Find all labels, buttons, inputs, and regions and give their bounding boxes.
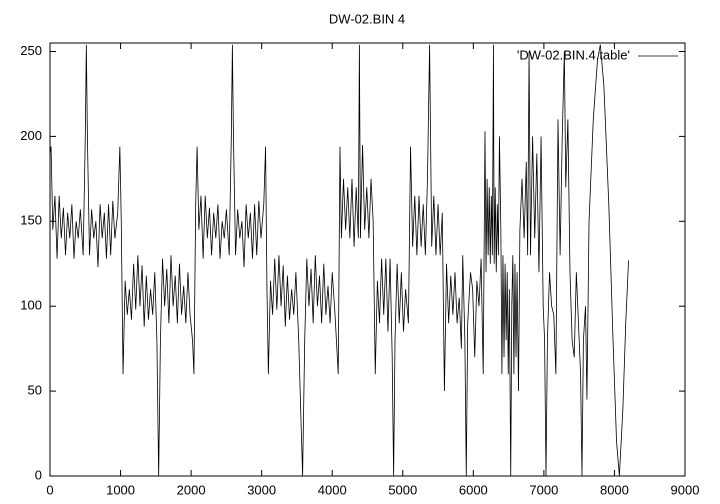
y-tick-label: 150 — [20, 213, 42, 228]
x-tick-label: 5000 — [388, 482, 417, 497]
chart-title: DW-02.BIN 4 — [329, 11, 405, 26]
plot-frame — [49, 42, 686, 477]
x-tick-label: 2000 — [177, 482, 206, 497]
data-line — [49, 44, 629, 477]
x-tick-label: 4000 — [318, 482, 347, 497]
y-tick-label: 50 — [28, 383, 42, 398]
x-tick-label: 6000 — [459, 482, 488, 497]
legend-label: 'DW-02.BIN.4.table' — [517, 47, 630, 62]
x-tick-label: 9000 — [671, 482, 700, 497]
y-tick-label: 250 — [20, 43, 42, 58]
x-tick-label: 8000 — [600, 482, 629, 497]
x-tick-label: 3000 — [247, 482, 276, 497]
x-tick-label: 0 — [46, 482, 53, 497]
y-tick-label: 200 — [20, 128, 42, 143]
x-tick-label: 1000 — [106, 482, 135, 497]
y-tick-label: 0 — [35, 467, 42, 482]
y-tick-label: 100 — [20, 298, 42, 313]
x-tick-label: 7000 — [529, 482, 558, 497]
